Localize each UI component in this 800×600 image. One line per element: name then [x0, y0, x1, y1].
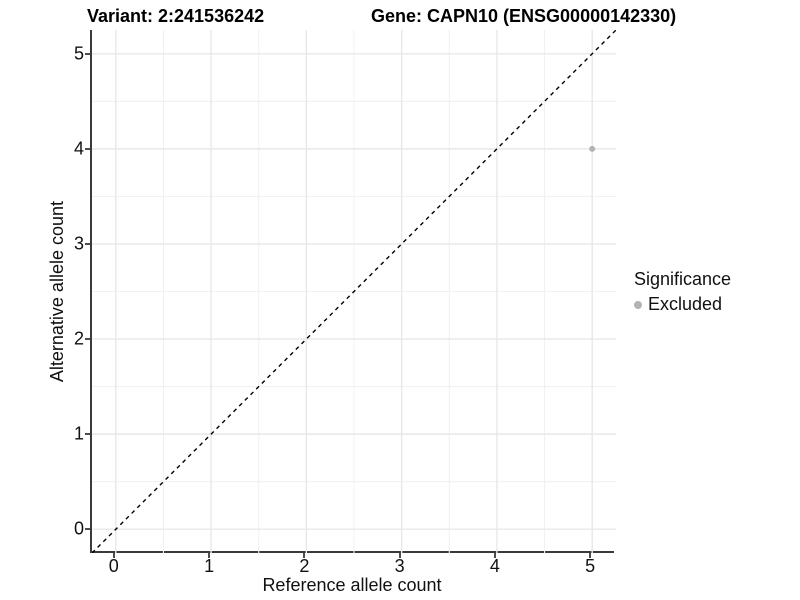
y-axis-title-wrap: Alternative allele count	[46, 30, 68, 553]
plot-title-variant: Variant: 2:241536242	[87, 6, 265, 26]
y-tick-label: 3	[73, 233, 84, 254]
legend-title: Significance	[634, 269, 732, 289]
plot-title-gene: Gene: CAPN10 (ENSG00000142330)	[371, 6, 677, 26]
scatter-plot	[92, 30, 616, 553]
x-tick-label: 4	[489, 556, 500, 576]
x-tick-label: 2	[299, 556, 310, 576]
x-tick-mark	[589, 553, 592, 558]
y-tick-label: 5	[73, 43, 84, 64]
identity-dashed-line	[92, 30, 616, 553]
x-tick-mark	[208, 553, 211, 558]
x-tick-label: 5	[585, 556, 596, 576]
y-tick-mark	[85, 338, 90, 341]
y-tick-label: 4	[73, 138, 84, 159]
x-tick-label: 3	[394, 556, 405, 576]
legend: Significance Excluded	[634, 269, 731, 315]
y-tick-mark	[85, 433, 90, 436]
y-axis-title: Alternative allele count	[46, 200, 67, 383]
x-tick-mark	[112, 553, 115, 558]
y-tick-mark	[85, 528, 90, 531]
legend-item-label: Excluded	[648, 294, 723, 314]
plot-panel	[90, 30, 616, 553]
y-tick-mark	[85, 147, 90, 150]
x-tick-mark	[398, 553, 401, 558]
y-tick-label: 1	[73, 423, 84, 444]
data-point	[589, 145, 596, 152]
x-tick-mark	[493, 553, 496, 558]
x-tick-label: 0	[108, 556, 119, 576]
y-tick-mark	[85, 242, 90, 245]
y-tick-label: 0	[73, 518, 84, 539]
y-tick-mark	[85, 52, 90, 55]
legend-marker-circle-icon	[634, 300, 642, 309]
x-tick-mark	[303, 553, 306, 558]
x-tick-label: 1	[204, 556, 215, 576]
legend-item-excluded: Excluded	[634, 294, 731, 315]
y-tick-label: 2	[73, 328, 84, 349]
x-axis-title: Reference allele count	[262, 575, 442, 595]
